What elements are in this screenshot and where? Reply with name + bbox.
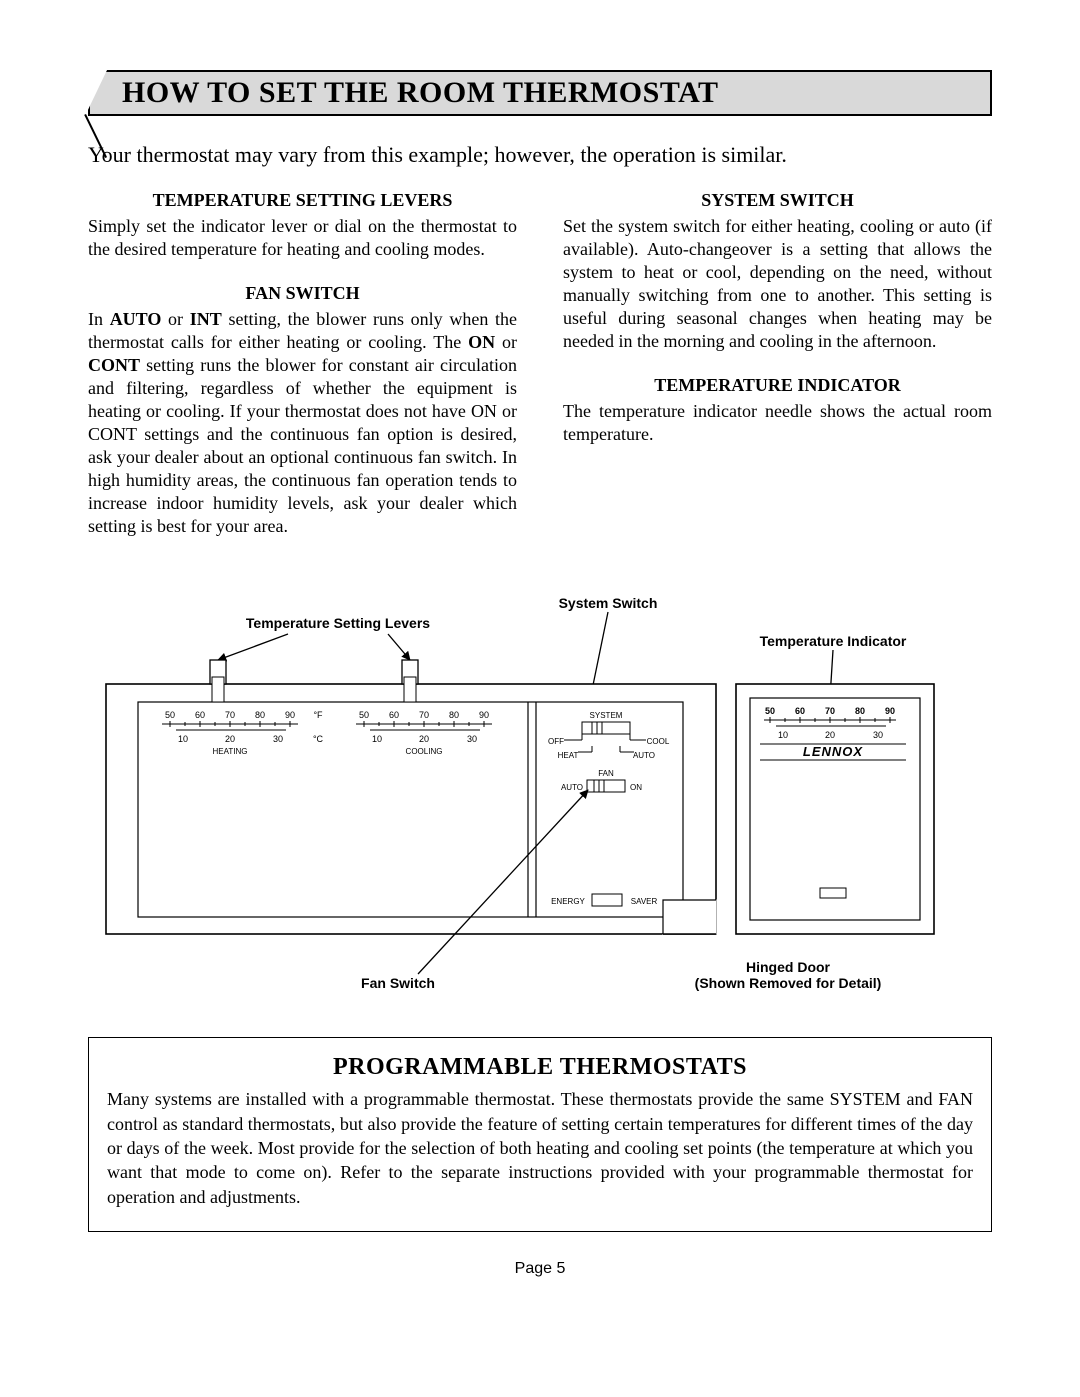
svg-text:30: 30	[873, 730, 883, 740]
svg-text:90: 90	[479, 710, 489, 720]
body-temp-levers: Simply set the indicator lever or dial o…	[88, 215, 517, 261]
heading-fan-switch: FAN SWITCH	[88, 283, 517, 304]
thermostat-main-panel: 50 60 70 80 90 °F 10 20 30 °C HEATING	[106, 660, 716, 934]
svg-text:80: 80	[449, 710, 459, 720]
label-fan-switch: Fan Switch	[361, 975, 435, 991]
label-hinged-door-1: Hinged Door	[746, 959, 831, 975]
svg-text:HEATING: HEATING	[213, 747, 248, 756]
brand-logo: LENNOX	[803, 744, 864, 759]
svg-text:30: 30	[273, 734, 283, 744]
intro-text: Your thermostat may vary from this examp…	[88, 142, 992, 168]
body-temp-indicator: The temperature indicator needle shows t…	[563, 400, 992, 446]
heading-temp-levers: TEMPERATURE SETTING LEVERS	[88, 190, 517, 211]
svg-text:20: 20	[419, 734, 429, 744]
lever-cooling-icon	[402, 660, 418, 702]
svg-text:OFF: OFF	[548, 737, 564, 746]
svg-text:°F: °F	[313, 710, 323, 720]
svg-text:80: 80	[255, 710, 265, 720]
svg-text:ON: ON	[630, 783, 642, 792]
svg-text:80: 80	[855, 706, 865, 716]
svg-text:60: 60	[795, 706, 805, 716]
svg-text:AUTO: AUTO	[633, 751, 655, 760]
svg-text:90: 90	[285, 710, 295, 720]
heading-temp-indicator: TEMPERATURE INDICATOR	[563, 375, 992, 396]
body-system-switch: Set the system switch for either heating…	[563, 215, 992, 353]
svg-text:50: 50	[765, 706, 775, 716]
thermostat-door-panel: 50 60 70 80 90 10 20 30 LENNOX	[736, 684, 934, 934]
svg-text:10: 10	[778, 730, 788, 740]
programmable-title: PROGRAMMABLE THERMOSTATS	[107, 1054, 973, 1081]
svg-text:20: 20	[825, 730, 835, 740]
label-hinged-door-2: (Shown Removed for Detail)	[695, 975, 882, 991]
content-columns: TEMPERATURE SETTING LEVERS Simply set th…	[88, 190, 992, 560]
svg-text:50: 50	[359, 710, 369, 720]
svg-text:30: 30	[467, 734, 477, 744]
svg-text:AUTO: AUTO	[561, 783, 583, 792]
programmable-box: PROGRAMMABLE THERMOSTATS Many systems ar…	[88, 1037, 992, 1231]
svg-text:60: 60	[195, 710, 205, 720]
svg-text:FAN: FAN	[598, 769, 614, 778]
svg-text:70: 70	[419, 710, 429, 720]
svg-text:SYSTEM: SYSTEM	[590, 711, 623, 720]
label-temp-levers: Temperature Setting Levers	[246, 615, 430, 631]
svg-text:SAVER: SAVER	[631, 897, 658, 906]
svg-text:70: 70	[825, 706, 835, 716]
svg-text:60: 60	[389, 710, 399, 720]
programmable-body: Many systems are installed with a progra…	[107, 1087, 973, 1208]
label-system-switch: System Switch	[559, 595, 658, 611]
lever-heating-icon	[210, 660, 226, 702]
svg-text:10: 10	[178, 734, 188, 744]
svg-text:HEAT: HEAT	[558, 751, 579, 760]
body-fan-switch: In AUTO or INT setting, the blower runs …	[88, 308, 517, 538]
svg-text:50: 50	[165, 710, 175, 720]
svg-text:20: 20	[225, 734, 235, 744]
thermostat-diagram: Temperature Setting Levers System Switch…	[88, 594, 992, 1009]
svg-text:COOL: COOL	[647, 737, 670, 746]
title-banner: HOW TO SET THE ROOM THERMOSTAT	[88, 70, 992, 116]
svg-text:70: 70	[225, 710, 235, 720]
page-number: Page 5	[88, 1260, 992, 1278]
svg-text:90: 90	[885, 706, 895, 716]
heading-system-switch: SYSTEM SWITCH	[563, 190, 992, 211]
svg-text:10: 10	[372, 734, 382, 744]
label-temp-indicator: Temperature Indicator	[760, 633, 907, 649]
svg-text:°C: °C	[313, 734, 324, 744]
page-title: HOW TO SET THE ROOM THERMOSTAT	[88, 70, 992, 110]
svg-text:ENERGY: ENERGY	[551, 897, 585, 906]
svg-text:COOLING: COOLING	[406, 747, 443, 756]
